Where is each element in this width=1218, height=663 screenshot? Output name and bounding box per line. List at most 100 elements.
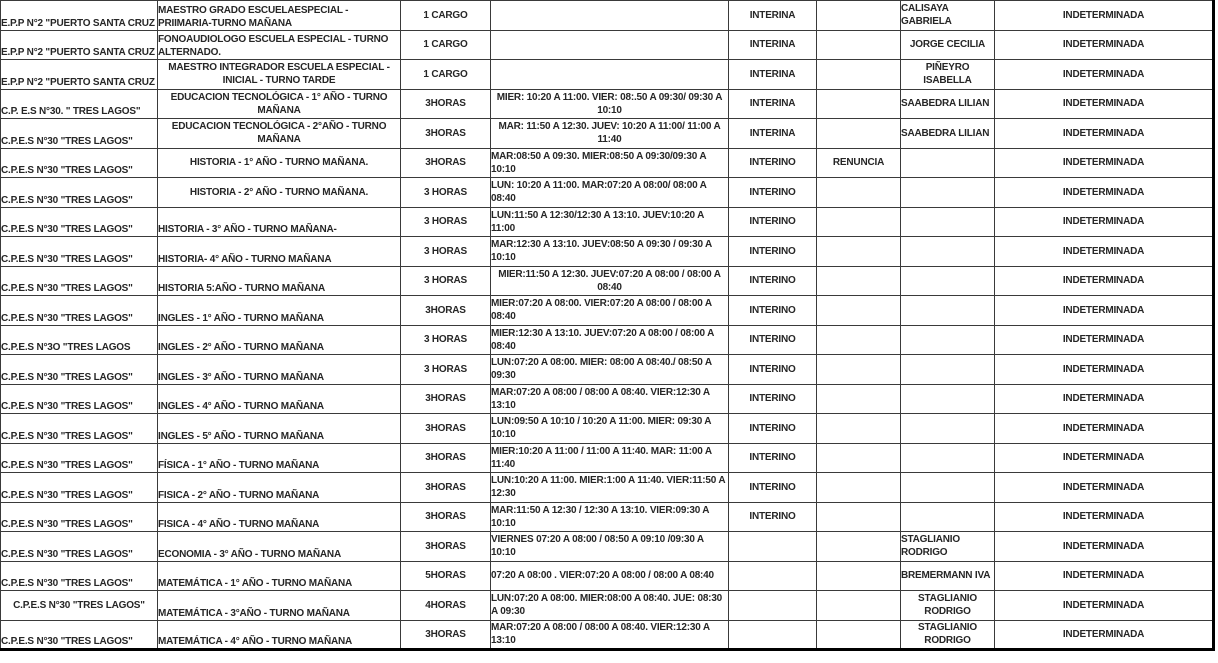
- cell-school-text: C.P.E.S N°30 "TRES LAGOS": [1, 401, 133, 412]
- cell-term: INDETERMINADA: [994, 118, 1215, 149]
- cell-status: [728, 531, 817, 562]
- cell-position-text: MATEMÁTICA - 3°AÑO - TURNO MAÑANA: [158, 607, 351, 619]
- cell-teacher: [900, 295, 995, 326]
- cell-position-text: INGLES - 3° AÑO - TURNO MAÑANA: [158, 371, 325, 383]
- cell-term: INDETERMINADA: [994, 383, 1215, 414]
- cell-status-text: INTERINO: [749, 245, 796, 257]
- cell-position: MAESTRO GRADO ESCUELAESPECIAL - PRIIMARI…: [157, 0, 401, 31]
- cell-status-text: INTERINO: [749, 393, 796, 405]
- cell-observation: [816, 29, 901, 60]
- cell-school-text: C.P.E.S N°30 "TRES LAGOS": [1, 548, 133, 560]
- cell-status-text: INTERINO: [749, 186, 796, 198]
- cell-status: INTERINO: [728, 413, 817, 444]
- table-row: C.P.E.S N°30 "TRES LAGOS" EDUCACION TECNO…: [0, 118, 1215, 149]
- cell-teacher-text: SAABEDRA LILIAN: [901, 98, 990, 110]
- cell-school: C.P.E.S N°30 "TRES LAGOS": [0, 560, 158, 591]
- cell-status: INTERINO: [728, 472, 817, 503]
- cell-school-text: C.P.E.S N°30 "TRES LAGOS": [1, 578, 133, 589]
- cell-schedule-text: MIER:07:20 A 08:00. VIER:07:20 A 08:00 /…: [491, 298, 712, 323]
- cell-hours-text: 4HORAS: [425, 599, 466, 611]
- cell-term: INDETERMINADA: [994, 472, 1215, 503]
- table-row: C.P.E.S N°30 "TRES LAGOS" HISTORIA - 3° A…: [0, 206, 1215, 237]
- cell-schedule: MIER:11:50 A 12:30. JUEV:07:20 A 08:00 /…: [490, 265, 729, 296]
- cell-observation: [816, 236, 901, 267]
- staff-assignments-table: E.P.P N°2 "PUERTO SANTA CRUZ MAESTRO GRAD…: [0, 0, 1215, 651]
- cell-term-text: INDETERMINADA: [1062, 127, 1145, 139]
- cell-hours-text: 3HORAS: [425, 304, 466, 316]
- cell-school: C.P.E.S N°30 "TRES LAGOS": [0, 413, 158, 444]
- cell-school: C.P.E.S N°30 "TRES LAGOS": [0, 295, 158, 326]
- cell-term-text: INDETERMINADA: [1062, 186, 1145, 198]
- table-row: C.P.E.S N°30 "TRES LAGOS" ECONOMIA - 3° A…: [0, 531, 1215, 562]
- cell-observation: [816, 531, 901, 562]
- cell-term-text: INDETERMINADA: [1062, 422, 1145, 434]
- cell-teacher-text: CALISAYA GABRIELA: [901, 3, 952, 28]
- cell-term-text: INDETERMINADA: [1062, 39, 1145, 51]
- cell-schedule-text: 07:20 A 08:00 . VIER:07:20 A 08:00 / 08:…: [491, 570, 715, 582]
- cell-status-text: INTERINA: [749, 68, 796, 80]
- cell-term-text: INDETERMINADA: [1062, 511, 1145, 523]
- cell-position-text: MATEMÁTICA - 4° AÑO - TURNO MAÑANA: [158, 636, 353, 647]
- cell-term: INDETERMINADA: [994, 619, 1215, 651]
- table-row: C.P.E.S N°30 "TRES LAGOS" HISTORIA- 4° AÑ…: [0, 236, 1215, 267]
- cell-observation: [816, 177, 901, 208]
- cell-hours-text: 3HORAS: [425, 628, 466, 640]
- cell-status-text: INTERINA: [749, 39, 796, 51]
- cell-position-text: INGLES - 5° AÑO - TURNO MAÑANA: [158, 430, 325, 442]
- cell-term-text: INDETERMINADA: [1062, 599, 1145, 611]
- cell-school: C.P.E.S N°30 "TRES LAGOS": [0, 177, 158, 208]
- cell-status-text: INTERINO: [749, 304, 796, 316]
- cell-teacher-text: PIÑEYRO ISABELLA: [923, 62, 972, 87]
- cell-term: INDETERMINADA: [994, 560, 1215, 591]
- cell-school-text: E.P.P N°2 "PUERTO SANTA CRUZ: [1, 17, 155, 29]
- cell-school-text: C.P.E.S N°30 "TRES LAGOS": [1, 224, 133, 235]
- cell-observation: [816, 265, 901, 296]
- table-row: C.P.E.S N°30 "TRES LAGOS" HISTORIA - 2° A…: [0, 177, 1215, 208]
- cell-term-text: INDETERMINADA: [1062, 245, 1145, 257]
- cell-teacher: [900, 413, 995, 444]
- cell-hours: 1 CARGO: [400, 59, 491, 90]
- cell-term: INDETERMINADA: [994, 177, 1215, 208]
- cell-position: HISTORIA - 2° AÑO - TURNO MAÑANA.: [157, 177, 401, 208]
- table-row: E.P.P N°2 "PUERTO SANTA CRUZ MAESTRO GRAD…: [0, 0, 1215, 31]
- cell-status-text: INTERINO: [749, 452, 796, 464]
- cell-position: EDUCACION TECNOLÓGICA - 2°AÑO - TURNO MA…: [157, 118, 401, 149]
- cell-observation: [816, 442, 901, 473]
- cell-school-text: C.P.E.S N°30 "TRES LAGOS": [1, 636, 133, 647]
- cell-position: INGLES - 1° AÑO - TURNO MAÑANA: [157, 295, 401, 326]
- cell-hours: 4HORAS: [400, 590, 491, 621]
- cell-school-text: C.P.E.S N°30 "TRES LAGOS": [1, 489, 133, 501]
- cell-schedule: MIER:10:20 A 11:00 / 11:00 A 11:40. MAR:…: [490, 442, 729, 473]
- cell-schedule: MAR:12:30 A 13:10. JUEV:08:50 A 09:30 / …: [490, 236, 729, 267]
- cell-schedule: MAR:11:50 A 12:30 / 12:30 A 13:10. VIER:…: [490, 501, 729, 532]
- cell-hours: 1 CARGO: [400, 0, 491, 31]
- cell-term: INDETERMINADA: [994, 206, 1215, 237]
- cell-school: C.P.E.S N°30 "TRES LAGOS": [0, 147, 158, 178]
- cell-term: INDETERMINADA: [994, 501, 1215, 532]
- cell-teacher: [900, 177, 995, 208]
- cell-school-text: E.P.P N°2 "PUERTO SANTA CRUZ: [1, 47, 155, 58]
- table-row: E.P.P N°2 "PUERTO SANTA CRUZ MAESTRO INTE…: [0, 59, 1215, 90]
- cell-teacher: [900, 236, 995, 267]
- cell-hours: 3 HORAS: [400, 177, 491, 208]
- cell-status: INTERINA: [728, 0, 817, 31]
- cell-status: INTERINO: [728, 147, 817, 178]
- cell-status: INTERINA: [728, 59, 817, 90]
- cell-position: MATEMÁTICA - 4° AÑO - TURNO MAÑANA: [157, 619, 401, 651]
- table-row: C.P.E.S N°30 "TRES LAGOS" INGLES - 1° AÑO…: [0, 295, 1215, 326]
- cell-status-text: INTERINO: [749, 216, 796, 228]
- cell-school-text: E.P.P N°2 "PUERTO SANTA CRUZ: [1, 76, 155, 88]
- cell-schedule: 07:20 A 08:00 . VIER:07:20 A 08:00 / 08:…: [490, 560, 729, 591]
- cell-status-text: INTERINO: [749, 422, 796, 434]
- cell-hours: 3HORAS: [400, 88, 491, 119]
- cell-hours-text: 3HORAS: [425, 127, 466, 139]
- cell-teacher: STAGLIANIO RODRIGO: [900, 590, 995, 621]
- cell-hours-text: 1 CARGO: [423, 68, 468, 80]
- cell-term: INDETERMINADA: [994, 590, 1215, 621]
- cell-schedule: LUN: 10:20 A 11:00. MAR:07:20 A 08:00/ 0…: [490, 177, 729, 208]
- cell-observation: [816, 206, 901, 237]
- cell-hours: 3HORAS: [400, 118, 491, 149]
- cell-hours: 3HORAS: [400, 413, 491, 444]
- cell-status: INTERINO: [728, 354, 817, 385]
- cell-status: INTERINO: [728, 206, 817, 237]
